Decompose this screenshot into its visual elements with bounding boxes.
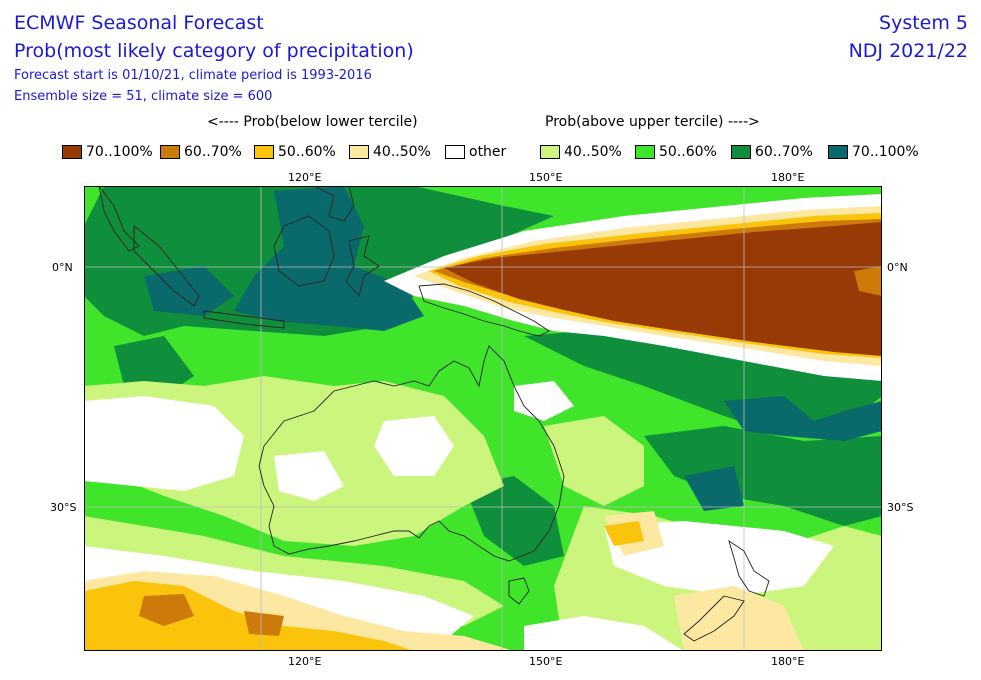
legend-below-title: <---- Prob(below lower tercile) [207,114,418,130]
legend-item: 60..70% [160,144,242,160]
white-region [524,616,684,651]
lon-label-top-150: 150°E [529,171,563,184]
teal-region [724,396,882,441]
teal-region [144,266,234,316]
teal-region [234,186,424,331]
lat-label-left-eq: 0°N [52,261,73,274]
lon-label-bottom-180: 180°E [771,655,805,668]
teal-region [684,466,744,511]
white-region [274,451,344,501]
legend-label: 50..60% [278,144,336,160]
white-region [84,396,244,491]
white-region [374,416,454,476]
australia-coast [258,345,565,562]
lon-label-bottom-150: 150°E [529,655,563,668]
lon-label-bottom-120: 120°E [288,655,322,668]
sulawesi-coast [345,235,380,297]
legend-swatch [254,145,274,159]
lon-label-top-180: 180°E [771,171,805,184]
legend-swatch [635,145,655,159]
white-region [84,546,474,641]
legend-swatch [540,145,560,159]
subtitle: Prob(most likely category of precipitati… [14,40,414,62]
forecast-start-text: Forecast start is 01/10/21, climate peri… [14,68,372,83]
title: ECMWF Seasonal Forecast [14,12,264,34]
lat-label-right-eq: 0°N [887,261,908,274]
light-green-region [544,416,644,506]
legend-swatch [62,145,82,159]
legend-label: 60..70% [755,144,813,160]
orange-region [244,611,284,636]
legend-item: other [445,144,506,160]
orange-region [139,594,194,626]
legend-item: 50..60% [635,144,717,160]
legend-label: 40..50% [373,144,431,160]
philippines-coast [313,186,355,222]
legend-item: 40..50% [540,144,622,160]
borneo-coast [273,215,335,287]
coastlines [98,186,770,642]
legend-label: other [469,144,507,160]
lat-label-right-30s: 30°S [887,501,914,514]
legend-label: 60..70% [184,144,242,160]
legend-swatch [349,145,369,159]
brown-fringe [854,266,882,296]
legend-label: 50..60% [659,144,717,160]
legend-item: 50..60% [254,144,336,160]
season-label: NDJ 2021/22 [848,40,968,62]
new-zealand-south-coast [683,595,745,642]
forecast-map [84,186,882,651]
new-zealand-north-coast [728,539,770,597]
legend-item: 70..100% [828,144,919,160]
legend-label: 70..100% [86,144,153,160]
ensemble-size-text: Ensemble size = 51, climate size = 600 [14,89,273,104]
legend-swatch [160,145,180,159]
sumatra-coast [133,225,200,307]
brown-region [444,222,882,356]
legend: 70..100% 60..70% 50..60% 40..50% other 4… [0,144,981,166]
map-frame [84,186,882,651]
new-guinea-coast [418,283,550,337]
legend-above-title: Prob(above upper tercile) ----> [545,114,760,130]
legend-swatch [731,145,751,159]
dark-green-region [644,426,882,526]
legend-item: 40..50% [349,144,431,160]
malay-peninsula-coast [98,186,140,252]
java-coast [203,310,285,329]
graticule [84,186,882,651]
lon-label-top-120: 120°E [288,171,322,184]
yellow-region [604,521,644,546]
legend-item: 70..100% [62,144,153,160]
legend-label: 70..100% [852,144,919,160]
system-label: System 5 [879,12,968,34]
dark-green-region [114,336,194,396]
legend-swatch [445,145,465,159]
tasmania-coast [508,577,530,605]
legend-swatch [828,145,848,159]
lat-label-left-30s: 30°S [50,501,77,514]
dark-green-region [464,476,564,566]
legend-item: 60..70% [731,144,813,160]
legend-label: 40..50% [564,144,622,160]
